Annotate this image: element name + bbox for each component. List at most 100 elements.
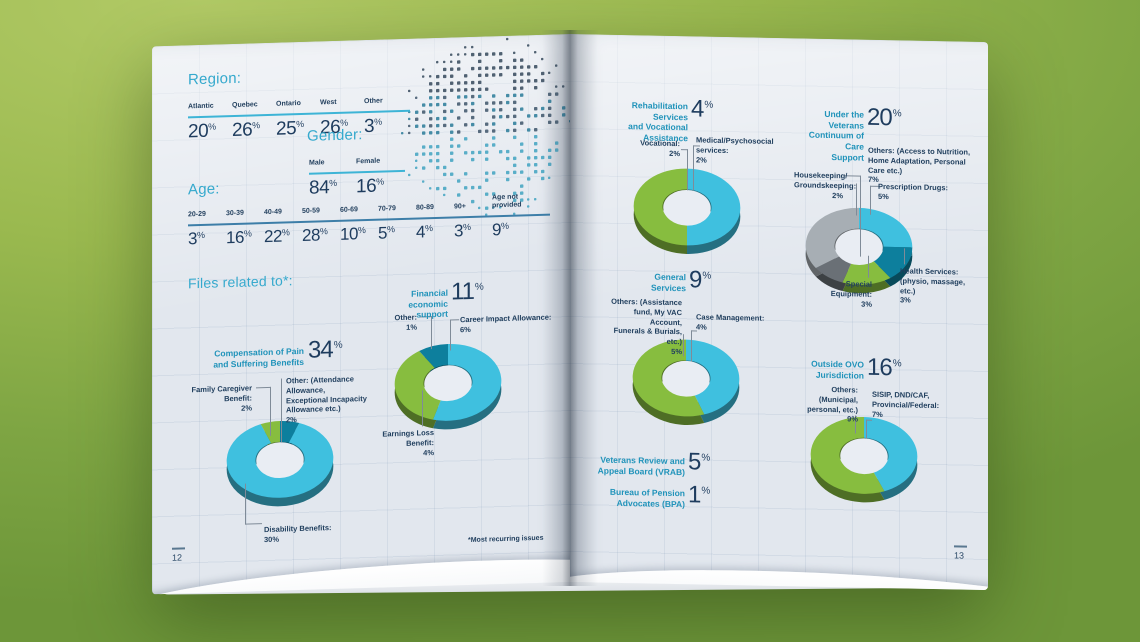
callout-career-impact: Career Impact Allowance: 6% [460, 312, 552, 335]
stat-value: 16 [356, 175, 377, 198]
stat-column: 16% [356, 175, 403, 198]
chart-total-value: 4 [691, 95, 704, 123]
chart-total-value: 1 [688, 481, 701, 509]
stat-label: 30-39 [226, 210, 244, 218]
stat-value: 3 [454, 221, 463, 241]
stat-label: 60-69 [340, 206, 358, 215]
stat-label: West [320, 98, 337, 107]
chart-total-value: 9 [689, 266, 702, 294]
callout-health-services: Health Services: (physio, massage, etc.)… [900, 266, 966, 305]
percent-sign: % [196, 230, 205, 241]
chart-total: 34% [308, 336, 343, 364]
stat-label: 20-29 [188, 211, 206, 219]
bpa-title: Bureau of Pension Advocates (BPA) [609, 486, 685, 509]
general-services-chart: General Services 9% Others: (Assistance … [610, 263, 800, 447]
percent-sign: % [376, 176, 385, 187]
stat-column: 3% [364, 115, 408, 138]
chart-total: 11% [451, 278, 484, 306]
callout-family-caregiver: Family Caregiver Benefit: 2% [191, 383, 252, 413]
callout-line [245, 483, 262, 525]
outside-jurisdiction-chart: Outside OVO Jurisdiction 16% Others: (Mu… [794, 350, 988, 534]
stat-value: 3 [364, 115, 375, 138]
stat-column: 70-79 [378, 197, 416, 216]
chart-title: Outside OVO Jurisdiction [811, 358, 864, 381]
chart-title: Compensation of Pain and Suffering Benef… [213, 345, 304, 370]
compensation-chart: Compensation of Pain and Suffering Benef… [182, 329, 417, 571]
table-rule [309, 169, 405, 175]
financial-support-chart: Financial economic support 11% Other: 1%… [370, 274, 570, 495]
callout-housekeeping: Housekeeping/ Groundskeeping: 2% [794, 170, 857, 200]
callout-others: Others: (Access to Nutrition, Home Adapt… [868, 145, 971, 185]
bpa-total: 1% [688, 481, 710, 509]
chart-total: 20% [867, 103, 902, 132]
chart-total-value: 34 [308, 336, 333, 364]
stat-label: Female [356, 157, 381, 166]
report-spread: Region: Atlantic Quebec Ontario West Other 20… [152, 30, 988, 595]
region-table: Atlantic Quebec Ontario West Other 20% 26% 25% 2… [188, 89, 410, 144]
stat-label: Other [364, 97, 383, 106]
chart-total-value: 20 [867, 103, 892, 132]
percent-sign: % [208, 121, 217, 132]
percent-sign: % [462, 222, 471, 233]
callout-vocational: Vocational: 2% [640, 138, 680, 158]
right-page: Rehabilitation Services and Vocational A… [570, 34, 988, 591]
rehabilitation-chart: Rehabilitation Services and Vocational A… [610, 90, 800, 264]
stat-column: 22% [264, 226, 302, 247]
continuum-of-care-chart: Under the Veterans Continuum of Care Sup… [794, 96, 988, 325]
callout-line [450, 319, 459, 351]
stat-column: 10% [340, 224, 378, 245]
callout-line [866, 419, 872, 439]
percent-sign: % [357, 225, 366, 236]
page-number-value: 12 [172, 552, 183, 563]
stat-value: 10 [340, 224, 358, 245]
percent-sign: % [892, 358, 902, 370]
percent-sign: % [704, 99, 714, 111]
stat-value: 3 [188, 229, 197, 249]
stat-label: Ontario [276, 99, 301, 108]
general-services-donut-chart [630, 335, 742, 428]
footnote: *Most recurring issues [468, 534, 544, 545]
rehabilitation-donut-chart [631, 164, 743, 257]
callout-medical-psychosocial: Medical/Psychosocial services: 2% [696, 135, 774, 165]
stat-column: Age not provided [492, 193, 550, 213]
percent-sign: % [892, 108, 902, 120]
page-number-dash [172, 547, 185, 550]
stat-value: 9 [492, 220, 501, 240]
percent-sign: % [701, 452, 711, 464]
percent-sign: % [281, 227, 290, 238]
percent-sign: % [386, 224, 395, 235]
stat-column: 50-59 [302, 199, 340, 218]
stat-value: 5 [378, 223, 387, 244]
percent-sign: % [319, 226, 328, 237]
stat-value: 22 [264, 226, 282, 247]
stat-label: Age not provided [492, 193, 522, 210]
callout-other: Other: 1% [394, 312, 418, 332]
age-table: 20-29 30-39 40-49 50-59 60-69 70-79 80-89 90+ Ag… [188, 193, 550, 250]
stat-label: 50-59 [302, 207, 320, 216]
page-number-left: 12 [172, 547, 185, 563]
stat-value: 20 [188, 120, 209, 143]
page-number-dash [954, 545, 967, 548]
stat-column: Male [309, 150, 356, 169]
page-number-value: 13 [954, 550, 965, 561]
callout-line [691, 330, 697, 362]
stat-label: 90+ [454, 203, 466, 211]
callout-line [868, 255, 869, 278]
region-heading: Region: [188, 69, 242, 89]
callout-case-management: Case Management: 4% [696, 312, 765, 332]
percent-sign: % [243, 228, 252, 240]
chart-total-value: 5 [688, 448, 701, 476]
percent-sign: % [252, 120, 261, 131]
continuum-of-care-donut-chart [803, 203, 915, 296]
stat-column: 80-89 [416, 196, 454, 215]
stat-column: 20-29 [188, 203, 226, 222]
chart-total: 9% [689, 266, 711, 294]
vrab-total: 5% [688, 448, 711, 476]
chart-total-value: 16 [867, 353, 892, 382]
stat-label: 80-89 [416, 204, 434, 212]
percent-sign: % [374, 116, 383, 127]
percent-sign: % [329, 177, 338, 189]
stat-label: Quebec [232, 101, 258, 110]
stat-column: 84% [309, 176, 356, 199]
